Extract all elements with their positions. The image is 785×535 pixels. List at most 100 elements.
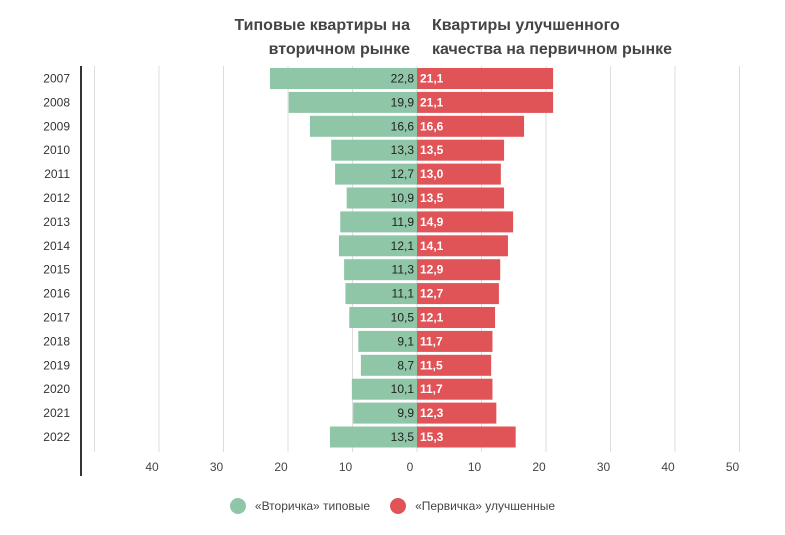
tick-left-30: 30 xyxy=(210,460,224,474)
value-label-left-2008: 19,9 xyxy=(391,95,415,109)
value-label-left-2014: 12,1 xyxy=(391,239,415,253)
bar-right-2008 xyxy=(417,91,554,113)
bar-right-2011 xyxy=(417,163,501,185)
bar-left-2018 xyxy=(358,330,417,352)
bar-right-2012 xyxy=(417,187,505,209)
value-label-left-2015: 11,3 xyxy=(392,263,415,277)
bar-right-2013 xyxy=(417,211,514,233)
year-label-2021: 2021 xyxy=(43,406,70,420)
year-label-2020: 2020 xyxy=(43,382,70,396)
value-label-left-2010: 13,3 xyxy=(391,143,415,157)
right-series-header: Квартиры улучшенного качества на первичн… xyxy=(432,14,672,62)
bar-left-2014 xyxy=(338,235,417,257)
bar-right-2010 xyxy=(417,139,505,161)
value-label-right-2009: 16,6 xyxy=(420,119,444,133)
value-label-right-2012: 13,5 xyxy=(420,191,444,205)
left-series-header: Типовые квартиры на вторичном рынке xyxy=(235,14,411,62)
value-label-left-2020: 10,1 xyxy=(391,382,415,396)
bar-right-2021 xyxy=(417,402,497,424)
legend-swatch-right xyxy=(390,498,407,514)
value-label-right-2022: 15,3 xyxy=(420,430,444,444)
value-label-left-2009: 16,6 xyxy=(391,119,415,133)
year-label-2010: 2010 xyxy=(43,143,70,157)
bar-left-2012 xyxy=(346,187,417,209)
bar-left-2019 xyxy=(360,354,417,376)
year-label-2018: 2018 xyxy=(43,334,70,348)
bar-right-2017 xyxy=(417,307,496,328)
year-label-2022: 2022 xyxy=(43,430,70,444)
bar-left-2016 xyxy=(345,283,417,305)
tick-right-40: 40 xyxy=(661,460,675,474)
legend-item-right: «Первичка» улучшенные xyxy=(390,498,555,514)
bar-left-2010 xyxy=(331,139,417,161)
legend-item-left: «Вторичка» типовые xyxy=(229,498,371,514)
value-labels: 22,8 21,1 19,9 21,1 16,6 16,6 13,3 13,5 12,7 13,0… xyxy=(391,72,444,445)
legend-swatch-left xyxy=(229,498,246,514)
bar-right-2018 xyxy=(417,330,493,352)
year-label-2011: 2011 xyxy=(44,167,70,181)
value-label-right-2011: 13,0 xyxy=(420,167,444,181)
value-label-left-2007: 22,8 xyxy=(391,72,415,86)
tick-left-40: 40 xyxy=(145,460,159,474)
year-label-2007: 2007 xyxy=(43,72,70,86)
value-label-right-2020: 11,7 xyxy=(420,382,443,396)
tick-right-50: 50 xyxy=(726,460,740,474)
tick-left-10: 10 xyxy=(339,460,353,474)
bar-right-2016 xyxy=(417,283,499,305)
bar-left-2009 xyxy=(309,115,417,137)
bar-right-2019 xyxy=(417,354,492,376)
value-label-right-2007: 21,1 xyxy=(420,72,444,86)
year-label-2019: 2019 xyxy=(43,358,70,372)
value-label-right-2021: 12,3 xyxy=(420,406,444,420)
bar-right-2020 xyxy=(417,378,493,400)
year-label-2017: 2017 xyxy=(43,311,70,325)
legend: «Вторичка» типовые «Первичка» улучшенные xyxy=(0,498,785,514)
year-label-2008: 2008 xyxy=(43,95,70,109)
value-label-left-2011: 12,7 xyxy=(391,167,415,181)
value-label-left-2018: 9,1 xyxy=(397,334,414,348)
value-label-left-2012: 10,9 xyxy=(391,191,415,205)
value-label-left-2016: 11,1 xyxy=(392,287,415,301)
value-label-right-2016: 12,7 xyxy=(420,287,444,301)
bar-left-2017 xyxy=(349,307,417,328)
tick-left-0: 0 xyxy=(407,460,414,474)
year-label-2016: 2016 xyxy=(43,287,70,301)
bar-left-2020 xyxy=(351,378,417,400)
bar-right-2014 xyxy=(417,235,508,257)
bars xyxy=(269,68,554,448)
year-label-2012: 2012 xyxy=(43,191,70,205)
value-label-right-2019: 11,5 xyxy=(420,358,443,372)
year-label-2014: 2014 xyxy=(43,239,70,253)
bar-left-2022 xyxy=(329,426,417,448)
year-label-2013: 2013 xyxy=(43,215,70,229)
bar-left-2013 xyxy=(340,211,417,233)
left-header-line2: вторичном рынке xyxy=(268,41,410,58)
value-label-left-2017: 10,5 xyxy=(391,311,415,325)
year-labels: 2007 2008 2009 2010 2011 2012 2013 2014 2015 2016… xyxy=(43,72,70,445)
right-header-line1: Квартиры улучшенного xyxy=(432,17,620,34)
tick-right-10: 10 xyxy=(468,460,482,474)
legend-label-right: «Первичка» улучшенные xyxy=(415,499,556,513)
value-label-left-2022: 13,5 xyxy=(391,430,415,444)
bar-right-2015 xyxy=(417,259,501,281)
bar-left-2007 xyxy=(269,68,417,89)
bar-right-2007 xyxy=(417,68,554,89)
value-label-left-2019: 8,7 xyxy=(397,358,414,372)
value-label-right-2017: 12,1 xyxy=(420,311,444,325)
value-label-right-2014: 14,1 xyxy=(420,239,444,253)
value-label-left-2021: 9,9 xyxy=(397,406,414,420)
tick-right-30: 30 xyxy=(597,460,611,474)
year-label-2015: 2015 xyxy=(43,263,70,277)
left-header-line1: Типовые квартиры на xyxy=(234,17,411,34)
bar-left-2021 xyxy=(353,402,417,424)
bar-left-2008 xyxy=(288,91,417,113)
legend-label-left: «Вторичка» типовые xyxy=(254,499,371,513)
value-label-right-2015: 12,9 xyxy=(420,263,444,277)
x-axis-ticks: 40 30 20 10 0 10 20 30 40 50 xyxy=(145,460,739,474)
bar-left-2015 xyxy=(344,259,417,281)
right-header-line2: качества на первичном рынке xyxy=(432,41,673,58)
bar-right-2022 xyxy=(417,426,516,448)
value-label-left-2013: 11,9 xyxy=(392,215,415,229)
year-label-2009: 2009 xyxy=(43,119,70,133)
